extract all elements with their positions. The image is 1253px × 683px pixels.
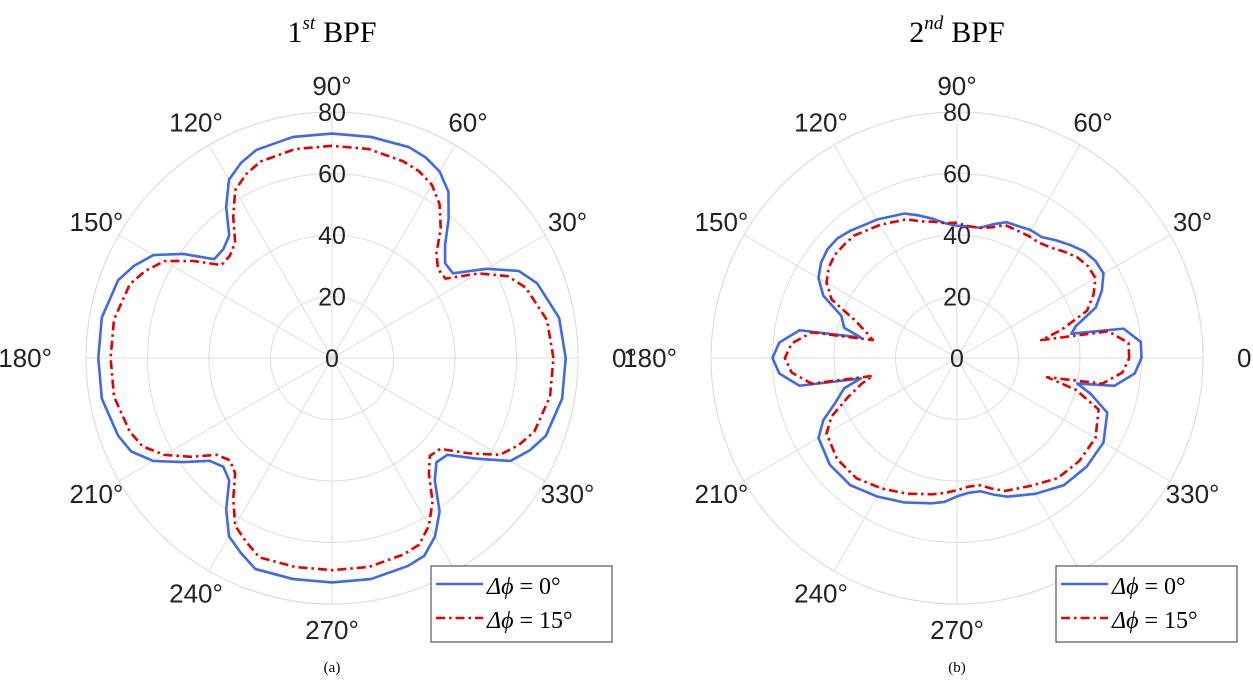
grid-spoke-150 (119, 235, 332, 358)
angle-tick-label: 240° (169, 579, 223, 609)
grid-spoke-30 (332, 235, 545, 358)
angle-tick-label: 30° (548, 207, 587, 237)
grid-spoke-240 (834, 358, 957, 571)
legend: Δϕ = 0° Δϕ = 15° (431, 566, 612, 642)
r-tick-label: 60 (318, 161, 346, 189)
angle-tick-label: 180° (623, 343, 677, 373)
r-tick-label: 0 (950, 345, 964, 373)
panel-caption: (b) (948, 660, 966, 676)
legend-label: Δϕ = 0° (486, 574, 561, 600)
angle-tick-label: 240° (794, 579, 848, 609)
angle-tick-label: 330° (1166, 479, 1220, 509)
angle-tick-label: 60° (448, 107, 487, 137)
angle-tick-label: 270° (930, 615, 984, 645)
legend: Δϕ = 0° Δϕ = 15° (1056, 566, 1237, 642)
chart-title: 2nd BPF (909, 13, 1004, 49)
grid-spoke-60 (332, 145, 455, 358)
r-tick-label: 40 (318, 222, 346, 250)
r-tick-label: 20 (318, 284, 346, 312)
grid-spoke-300 (957, 358, 1080, 571)
legend-label: Δϕ = 15° (1111, 608, 1198, 634)
angle-tick-label: 330° (541, 479, 595, 509)
r-tick-label: 80 (943, 99, 971, 127)
angle-tick-label: 0° (1237, 343, 1253, 373)
grid-spoke-240 (209, 358, 332, 571)
chart-title: 1st BPF (287, 13, 376, 49)
angle-tick-label: 90° (937, 71, 976, 101)
grid-spoke-120 (834, 145, 957, 358)
grid-spoke-120 (209, 145, 332, 358)
r-tick-label: 80 (318, 99, 346, 127)
polar-panel-a: 0°30°60°90°120°150°180°210°240°270°330°0… (0, 13, 637, 676)
r-tick-label: 20 (943, 284, 971, 312)
grid-spoke-330 (957, 358, 1170, 481)
panel-caption: (a) (324, 660, 341, 676)
angle-tick-label: 120° (169, 107, 223, 137)
legend-label: Δϕ = 15° (486, 608, 573, 634)
grid-spoke-210 (744, 358, 957, 481)
legend-label: Δϕ = 0° (1111, 574, 1186, 600)
angle-tick-label: 210° (70, 479, 124, 509)
angle-tick-label: 90° (312, 71, 351, 101)
angle-tick-label: 120° (794, 107, 848, 137)
angle-tick-label: 210° (695, 479, 749, 509)
grid-spoke-330 (332, 358, 545, 481)
angle-tick-label: 180° (0, 343, 52, 373)
angle-tick-label: 150° (70, 207, 124, 237)
r-tick-label: 0 (325, 345, 339, 373)
polar-panel-b: 0° 30° 60° 90° 120° 150° 180° 210° 240° 270° 330° 0… (623, 13, 1253, 676)
angle-tick-label: 150° (695, 207, 749, 237)
r-tick-label: 60 (943, 161, 971, 189)
grid-spoke-150 (744, 235, 957, 358)
angle-tick-label: 60° (1073, 107, 1112, 137)
angle-tick-label: 30° (1173, 207, 1212, 237)
grid-spoke-210 (119, 358, 332, 481)
angle-tick-label: 270° (305, 615, 359, 645)
